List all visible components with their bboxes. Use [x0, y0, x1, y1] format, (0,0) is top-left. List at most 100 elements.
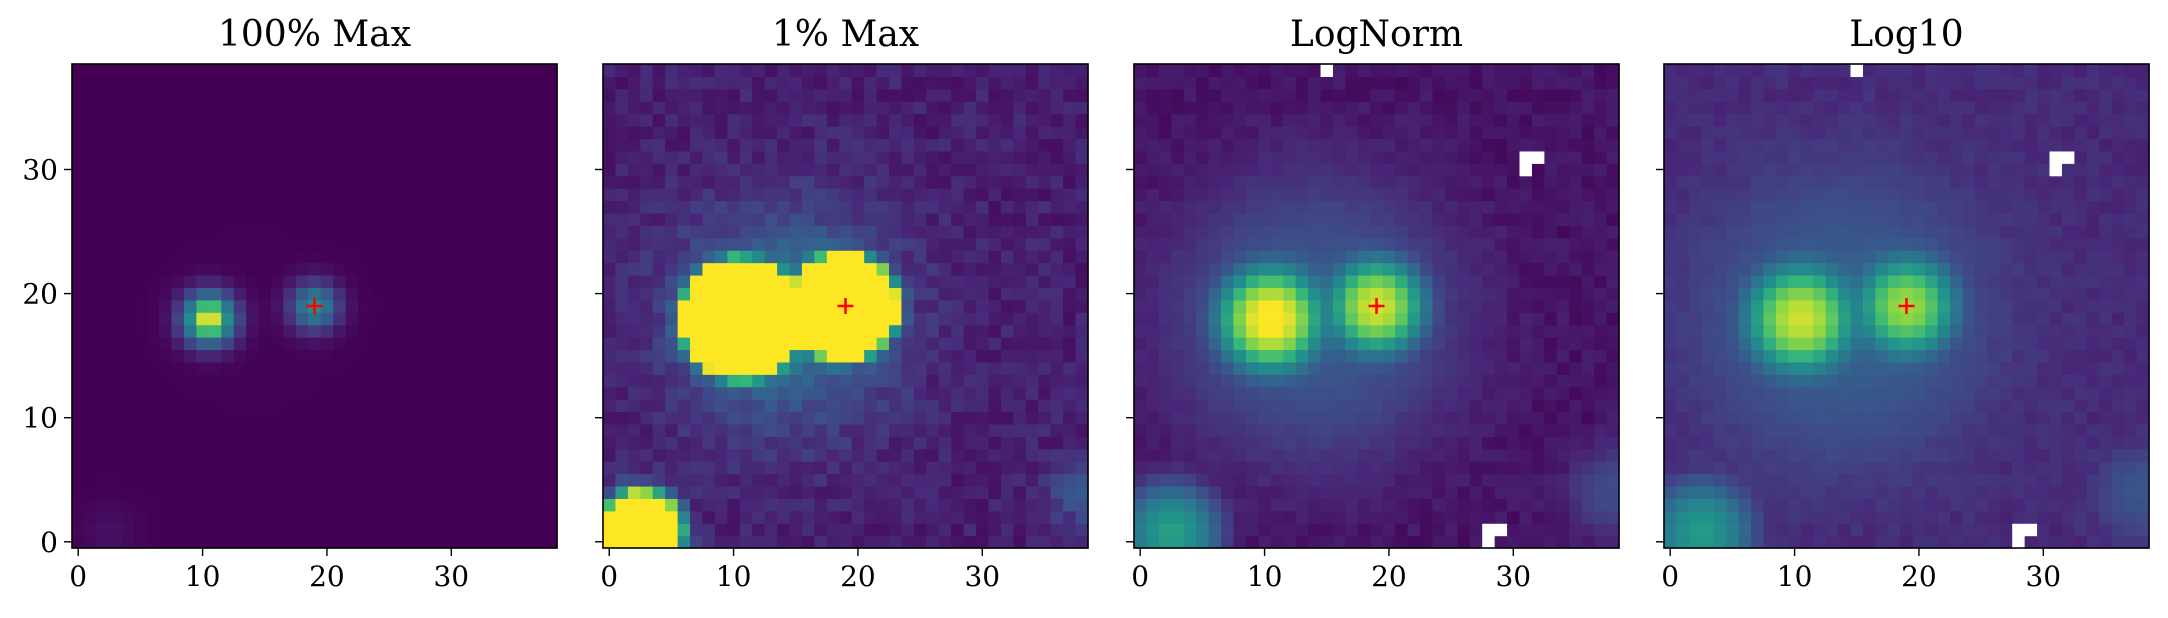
heatmap-cell	[1407, 535, 1421, 549]
heatmap-cell	[1950, 535, 1964, 549]
heatmap-cell	[1158, 448, 1172, 462]
heatmap-cell	[544, 200, 558, 214]
heatmap-cell	[652, 237, 666, 251]
heatmap-cell	[976, 448, 990, 462]
heatmap-cell	[976, 101, 990, 115]
heatmap-cell	[494, 361, 508, 375]
heatmap-cell	[333, 535, 347, 549]
heatmap-cell	[876, 175, 890, 189]
heatmap-cell	[469, 88, 483, 102]
heatmap-cell	[2074, 498, 2088, 512]
heatmap-cell	[1444, 113, 1458, 127]
heatmap-cell	[121, 101, 135, 115]
heatmap-cell	[1556, 175, 1570, 189]
heatmap-cell	[851, 436, 865, 450]
heatmap-cell	[544, 473, 558, 487]
heatmap-cell	[519, 523, 533, 537]
heatmap-cell	[1370, 76, 1384, 90]
heatmap-cell	[1013, 324, 1027, 338]
heatmap-cell	[1050, 461, 1064, 475]
heatmap-cell	[1987, 498, 2001, 512]
heatmap-cell	[159, 88, 173, 102]
heatmap-cell	[1158, 473, 1172, 487]
heatmap-cell	[2099, 498, 2113, 512]
heatmap-cell	[615, 361, 629, 375]
heatmap-cell	[1208, 473, 1222, 487]
heatmap-cell	[1245, 138, 1259, 152]
heatmap-cell	[690, 262, 704, 276]
heatmap-cell	[640, 386, 654, 400]
heatmap-cell	[1507, 399, 1521, 413]
heatmap-cell	[889, 523, 903, 537]
heatmap-cell	[183, 237, 197, 251]
heatmap-cell	[1531, 126, 1545, 140]
heatmap-cell	[1075, 175, 1089, 189]
heatmap-cell	[1208, 126, 1222, 140]
heatmap-cell	[1482, 361, 1496, 375]
heatmap-cell	[1432, 448, 1446, 462]
heatmap-cell	[1825, 523, 1839, 537]
heatmap-cell	[295, 535, 309, 549]
heatmap-cell	[1295, 461, 1309, 475]
heatmap-cell	[1208, 225, 1222, 239]
heatmap-cell	[789, 188, 803, 202]
heatmap-cell	[1134, 448, 1148, 462]
heatmap-cell	[1320, 473, 1334, 487]
heatmap-cell	[1320, 88, 1334, 102]
heatmap-cell	[1000, 299, 1014, 313]
heatmap-cell	[702, 299, 716, 313]
heatmap-cell	[1850, 461, 1864, 475]
heatmap-cell	[702, 349, 716, 363]
heatmap-cell	[358, 163, 372, 177]
heatmap-cell	[951, 101, 965, 115]
heatmap-cell	[1320, 175, 1334, 189]
heatmap-cell	[1134, 138, 1148, 152]
heatmap-cell	[457, 200, 471, 214]
heatmap-cell	[1395, 349, 1409, 363]
heatmap-cell	[1519, 200, 1533, 214]
heatmap-cell	[951, 461, 965, 475]
heatmap-cell	[801, 200, 816, 214]
heatmap-cell	[333, 88, 347, 102]
heatmap-cell	[208, 88, 222, 102]
heatmap-cell	[1738, 485, 1752, 499]
heatmap-cell	[121, 113, 135, 127]
heatmap-cell	[370, 523, 384, 537]
heatmap-cell	[1158, 126, 1172, 140]
heatmap-cell	[1025, 274, 1039, 288]
heatmap-cell	[1432, 423, 1446, 437]
heatmap-cell	[96, 473, 110, 487]
heatmap-cell	[926, 473, 940, 487]
heatmap-cell	[963, 299, 977, 313]
heatmap-cell	[1494, 386, 1508, 400]
heatmap-cell	[1332, 88, 1347, 102]
heatmap-cell	[889, 510, 903, 524]
heatmap-cell	[1038, 126, 1052, 140]
heatmap-cell	[976, 510, 990, 524]
heatmap-cell	[1594, 312, 1608, 326]
heatmap-cell	[407, 411, 421, 425]
heatmap-cell	[420, 374, 434, 388]
heatmap-cell	[690, 150, 704, 164]
heatmap-cell	[1507, 274, 1521, 288]
heatmap-cell	[109, 324, 123, 338]
heatmap-cell	[532, 423, 546, 437]
heatmap-cell	[1221, 349, 1235, 363]
heatmap-cell	[171, 237, 185, 251]
heatmap-cell	[951, 113, 965, 127]
heatmap-cell	[640, 399, 654, 413]
heatmap-cell	[1925, 535, 1939, 549]
heatmap-cell	[926, 448, 940, 462]
heatmap-cell	[221, 64, 235, 78]
heatmap-cell	[951, 175, 965, 189]
heatmap-cell	[1146, 262, 1160, 276]
heatmap-cell	[320, 237, 334, 251]
heatmap-cell	[469, 101, 483, 115]
heatmap-cell	[1146, 113, 1160, 127]
heatmap-cell	[482, 399, 496, 413]
heatmap-cell	[1038, 88, 1052, 102]
heatmap-cell	[1395, 188, 1409, 202]
heatmap-cell	[976, 188, 990, 202]
heatmap-cell	[1270, 88, 1284, 102]
heatmap-cell	[1395, 262, 1409, 276]
